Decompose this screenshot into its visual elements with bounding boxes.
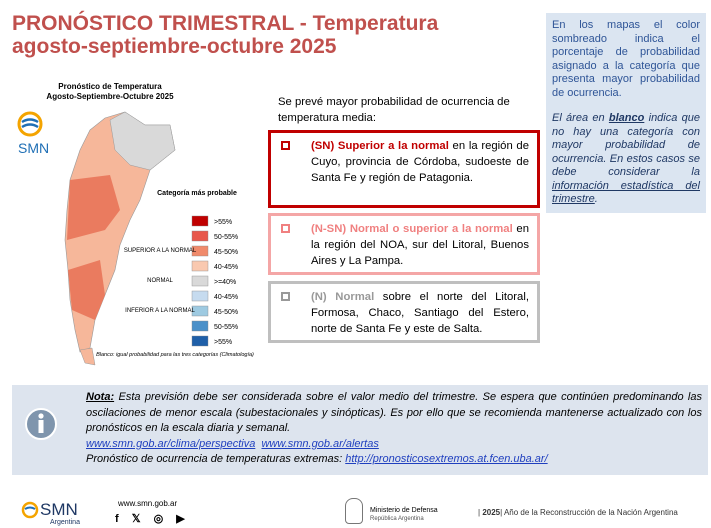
title-line2: agosto-septiembre-octubre 2025	[12, 35, 337, 58]
sidebar: En los mapas el color sombreado indica e…	[546, 13, 706, 213]
map-island	[79, 347, 96, 366]
box-text: en la región del NOA, sur del Litoral, B…	[311, 223, 529, 267]
map-footnote: Blanco: igual probabilidad para las tres…	[96, 352, 254, 358]
box-label: (SN) Superior a la normal	[311, 140, 449, 152]
category-box: (N) Normal sobre el norte del Litoral, F…	[268, 281, 540, 343]
header: PRONÓSTICO TRIMESTRAL - Temperatura agos…	[12, 12, 438, 58]
legend-swatch	[191, 260, 209, 272]
footer: SMN Argentina www.smn.gob.ar f 𝕏 ◎ ▶ Min…	[0, 492, 711, 528]
text: blanco	[608, 112, 645, 124]
logo-text: SMN	[18, 140, 49, 156]
map-region	[109, 111, 176, 171]
link[interactable]: www.smn.gob.ar/alertas	[261, 437, 379, 450]
smn-logo: SMN	[17, 111, 49, 156]
category-box: (SN) Superior a la normal en la región d…	[268, 130, 540, 208]
box-text: sobre el norte del Litoral, Formosa, Cha…	[311, 291, 529, 335]
note-label: Nota:	[86, 391, 115, 403]
legend-label: 45-50%	[214, 249, 238, 256]
ministry: Ministerio de Defensa	[370, 507, 438, 514]
republic: República Argentina	[370, 516, 424, 522]
note-text: Nota: Esta previsión debe ser considerad…	[86, 390, 702, 468]
category-box: (N-SN) Normal o superior a la normal en …	[268, 213, 540, 275]
legend-swatch	[191, 335, 209, 347]
legend-label: >55%	[214, 219, 232, 226]
ministry-emblem	[345, 498, 363, 524]
text: Categoría más probable	[157, 190, 237, 197]
legend-title: Categoría más probable	[157, 190, 237, 197]
legend-label: 45-50%	[214, 309, 238, 316]
link[interactable]: http://pronosticosextremos.at.fcen.uba.a…	[345, 453, 548, 465]
box-text: en la región de Cuyo, provincia de Córdo…	[311, 140, 529, 184]
map-subtitle: Agosto-Septiembre-Octubre 2025	[46, 92, 174, 101]
info-icon	[25, 408, 57, 440]
footer-web: www.smn.gob.ar	[118, 499, 178, 508]
text: Pronóstico de ocurrencia de temperaturas…	[86, 453, 346, 465]
legend-swatch	[191, 230, 209, 242]
checkbox-icon	[281, 292, 290, 301]
legend-label: >55%	[214, 339, 232, 346]
legend-label: 40-45%	[214, 264, 238, 271]
map-figure: Pronóstico de Temperatura Agosto-Septiem…	[17, 82, 254, 366]
motto: Año de la Reconstrucción de la Nación Ar…	[503, 508, 678, 517]
social-icons: f 𝕏 ◎ ▶	[115, 513, 190, 525]
legend-label: >=40%	[214, 279, 236, 286]
text: El área en	[552, 112, 609, 124]
legend: >55% 50-55% 45-50% 40-45% >=40% 40-45% 45-50% 5…	[191, 215, 238, 347]
map-region	[67, 175, 120, 240]
title-line1: PRONÓSTICO TRIMESTRAL - Temperatura	[12, 12, 439, 35]
legend-swatch	[191, 275, 209, 287]
legend-swatch	[191, 245, 209, 257]
map-title: Pronóstico de Temperatura	[58, 82, 162, 91]
map-region	[68, 260, 105, 320]
legend-swatch	[191, 305, 209, 317]
group-label: SUPERIOR A LA NORMAL	[124, 248, 197, 254]
link[interactable]: www.smn.gob.ar/clima/perspectiva	[86, 437, 256, 450]
footer-motto: | 2025| Año de la Reconstrucción de la N…	[478, 508, 678, 517]
footer-logo-sub: Argentina	[50, 519, 80, 526]
year: 2025	[482, 508, 501, 517]
text: indica que no hay una categoría con mayo…	[552, 112, 700, 178]
footer-logo: SMN	[40, 500, 78, 519]
note-panel: Nota: Esta previsión debe ser considerad…	[12, 385, 708, 475]
text: .	[594, 193, 598, 205]
legend-label: 50-55%	[214, 324, 238, 331]
legend-label: 40-45%	[214, 294, 238, 301]
legend-swatch	[191, 215, 209, 227]
checkbox-icon	[281, 141, 290, 150]
text: Esta previsión debe ser considerada sobr…	[86, 391, 702, 434]
group-label: INFERIOR A LA NORMAL	[125, 308, 195, 314]
box-label: (N-SN) Normal o superior a la normal	[311, 223, 513, 235]
box-label: (N) Normal	[311, 291, 375, 303]
legend-swatch	[191, 290, 209, 302]
footer-logo-icon	[21, 501, 39, 519]
legend-label: 50-55%	[214, 234, 238, 241]
text: información estadística del trimestre	[552, 179, 700, 206]
group-label: NORMAL	[147, 278, 173, 284]
sidebar-note: En los mapas el color sombreado indica e…	[552, 19, 700, 99]
legend-swatch	[191, 320, 209, 332]
sidebar-note: El área en blanco indica que no hay una …	[552, 112, 700, 207]
intro: Se prevé mayor probabilidad de ocurrenci…	[278, 96, 510, 124]
checkbox-icon	[281, 224, 290, 233]
